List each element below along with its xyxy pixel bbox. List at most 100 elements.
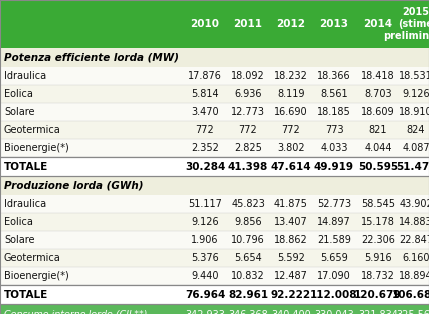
Bar	[0, 0, 429, 48]
Text: 51.117: 51.117	[188, 199, 222, 209]
Text: 16.690: 16.690	[274, 107, 308, 117]
Text: 30.284: 30.284	[185, 161, 225, 171]
Text: 5.659: 5.659	[320, 253, 348, 263]
Text: Geotermica: Geotermica	[4, 125, 61, 135]
Text: 340.400: 340.400	[271, 310, 311, 314]
Text: 346.368: 346.368	[228, 310, 268, 314]
Text: 5.916: 5.916	[364, 253, 392, 263]
Text: 2014: 2014	[363, 19, 393, 29]
Bar	[0, 121, 429, 139]
Text: 5.376: 5.376	[191, 253, 219, 263]
Text: 2012: 2012	[277, 19, 305, 29]
Text: 14.897: 14.897	[317, 217, 351, 227]
Text: 10.832: 10.832	[231, 271, 265, 281]
Bar	[0, 249, 429, 267]
Text: 2.352: 2.352	[191, 143, 219, 153]
Text: 82.961: 82.961	[228, 290, 268, 300]
Text: 47.614: 47.614	[271, 161, 311, 171]
Text: 12.487: 12.487	[274, 271, 308, 281]
Text: 92.222: 92.222	[271, 290, 311, 300]
Bar	[0, 139, 429, 157]
Text: 13.407: 13.407	[274, 217, 308, 227]
Text: Eolica: Eolica	[4, 89, 33, 99]
Text: 17.876: 17.876	[188, 71, 222, 81]
Text: 321.834: 321.834	[358, 310, 398, 314]
Text: 18.732: 18.732	[361, 271, 395, 281]
Text: 5.592: 5.592	[277, 253, 305, 263]
Text: Solare: Solare	[4, 235, 34, 245]
Bar	[0, 195, 429, 213]
Text: 18.910: 18.910	[399, 107, 429, 117]
Text: 1.906: 1.906	[191, 235, 219, 245]
Bar	[0, 103, 429, 121]
Text: 4.033: 4.033	[320, 143, 348, 153]
Text: 5.654: 5.654	[234, 253, 262, 263]
Text: Geotermica: Geotermica	[4, 253, 61, 263]
Text: Idraulica: Idraulica	[4, 71, 46, 81]
Text: Idraulica: Idraulica	[4, 199, 46, 209]
Text: 45.823: 45.823	[231, 199, 265, 209]
Bar	[0, 85, 429, 103]
Text: 342.933: 342.933	[185, 310, 225, 314]
Text: 6.160: 6.160	[402, 253, 429, 263]
Bar	[0, 231, 429, 249]
Text: 325.566: 325.566	[396, 310, 429, 314]
Text: 41.398: 41.398	[228, 161, 268, 171]
Text: Eolica: Eolica	[4, 217, 33, 227]
Text: 18.609: 18.609	[361, 107, 395, 117]
Text: TOTALE: TOTALE	[4, 290, 48, 300]
Text: 41.875: 41.875	[274, 199, 308, 209]
Bar	[0, 285, 429, 304]
Text: 18.232: 18.232	[274, 71, 308, 81]
Text: 8.703: 8.703	[364, 89, 392, 99]
Text: 772: 772	[196, 125, 214, 135]
Text: 43.902: 43.902	[399, 199, 429, 209]
Text: 3.470: 3.470	[191, 107, 219, 117]
Text: 4.087: 4.087	[402, 143, 429, 153]
Bar	[0, 48, 429, 67]
Bar	[0, 157, 429, 176]
Text: 2011: 2011	[233, 19, 263, 29]
Text: Bioenergie(*): Bioenergie(*)	[4, 143, 69, 153]
Bar	[0, 176, 429, 195]
Bar	[0, 267, 429, 285]
Text: 5.814: 5.814	[191, 89, 219, 99]
Text: 821: 821	[369, 125, 387, 135]
Text: 772: 772	[239, 125, 257, 135]
Text: 106.686: 106.686	[392, 290, 429, 300]
Text: 330.043: 330.043	[314, 310, 354, 314]
Text: 18.531: 18.531	[399, 71, 429, 81]
Text: 18.092: 18.092	[231, 71, 265, 81]
Text: 52.773: 52.773	[317, 199, 351, 209]
Text: Consumo interno lordo (CIL**): Consumo interno lordo (CIL**)	[4, 310, 148, 314]
Text: 9.856: 9.856	[234, 217, 262, 227]
Bar	[0, 67, 429, 85]
Text: Bioenergie(*): Bioenergie(*)	[4, 271, 69, 281]
Text: 9.126: 9.126	[402, 89, 429, 99]
Text: Solare: Solare	[4, 107, 34, 117]
Text: Produzione lorda (GWh): Produzione lorda (GWh)	[4, 181, 143, 191]
Text: 3.802: 3.802	[277, 143, 305, 153]
Text: 9.440: 9.440	[191, 271, 219, 281]
Text: 14.883: 14.883	[399, 217, 429, 227]
Text: 824: 824	[407, 125, 425, 135]
Text: 50.595: 50.595	[358, 161, 398, 171]
Text: 10.796: 10.796	[231, 235, 265, 245]
Text: 9.126: 9.126	[191, 217, 219, 227]
Text: 15.178: 15.178	[361, 217, 395, 227]
Text: 18.418: 18.418	[361, 71, 395, 81]
Text: 773: 773	[325, 125, 343, 135]
Text: 6.936: 6.936	[234, 89, 262, 99]
Text: Potenza efficiente lorda (MW): Potenza efficiente lorda (MW)	[4, 52, 179, 62]
Text: 2015
(stime
preliminari): 2015 (stime preliminari)	[383, 7, 429, 41]
Text: 18.185: 18.185	[317, 107, 351, 117]
Text: 2010: 2010	[190, 19, 220, 29]
Text: 8.561: 8.561	[320, 89, 348, 99]
Text: 112.008: 112.008	[310, 290, 358, 300]
Bar	[0, 304, 429, 314]
Text: 49.919: 49.919	[314, 161, 354, 171]
Text: 58.545: 58.545	[361, 199, 395, 209]
Text: 18.862: 18.862	[274, 235, 308, 245]
Text: 12.773: 12.773	[231, 107, 265, 117]
Text: 18.366: 18.366	[317, 71, 351, 81]
